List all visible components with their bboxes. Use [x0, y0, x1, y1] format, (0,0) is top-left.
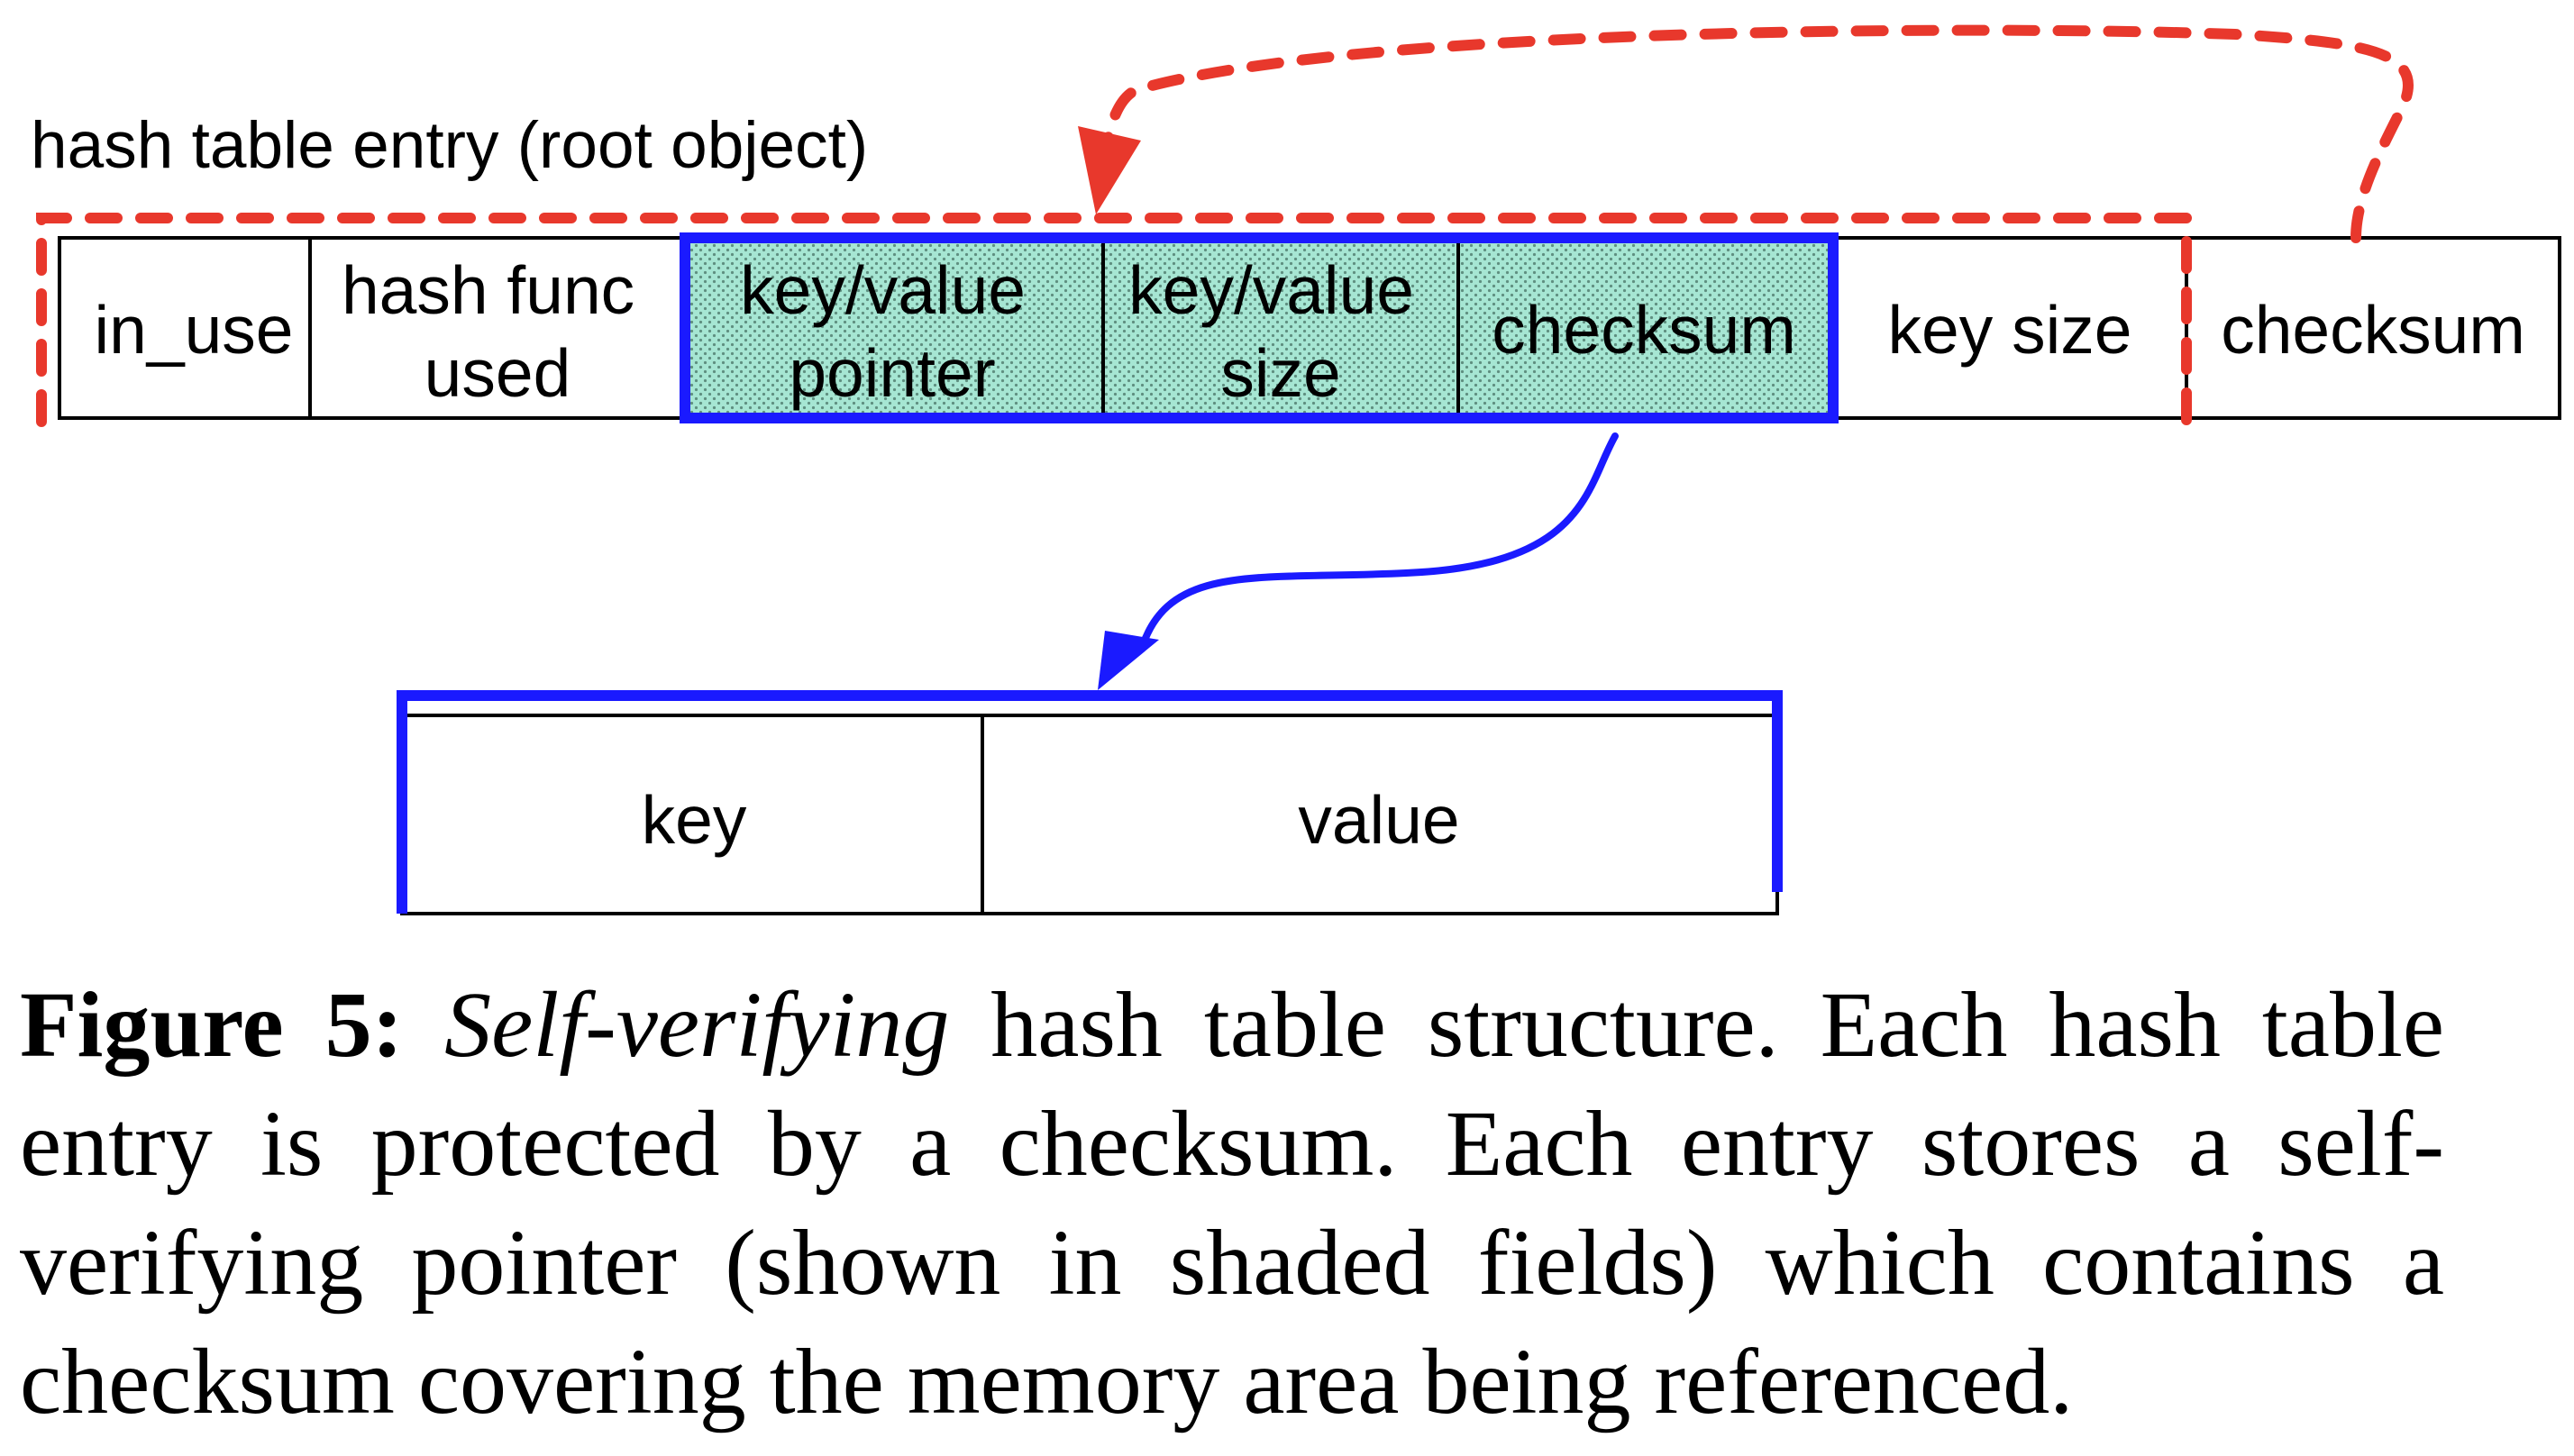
protected-region-outline [36, 213, 2192, 427]
caption-label: Figure 5: [20, 973, 404, 1077]
caption-text: hash table structure. Each hash table en… [20, 973, 2444, 1433]
key-value-object: key value [397, 690, 1783, 915]
field-key-value-pointer: key/value pointer [740, 252, 1045, 411]
diagram-title: hash table entry (root object) [31, 109, 868, 182]
key-value-object-outline [397, 690, 1783, 914]
self-verifying-pointer-outline [680, 232, 1839, 423]
key-value-row-outline [400, 714, 1779, 915]
field-hash-func-used: hash func used [342, 252, 653, 411]
field-key-value-size: key/value size [1128, 252, 1433, 411]
shaded-pointer-fields [685, 238, 1833, 418]
caption-emphasis: Self-verifying [444, 973, 950, 1077]
checksum-protection-arrowhead [1078, 126, 1141, 214]
hash-table-entry: in_use hash func used key/value pointer … [58, 236, 2561, 420]
field-in-use: in_use [94, 292, 293, 368]
field-entry-checksum: checksum [2221, 292, 2525, 368]
checksum-protection-arrow [1101, 24, 2414, 243]
field-value: value [1298, 782, 1459, 858]
pointer-reference-arrow [1139, 432, 1619, 649]
field-key-size: key size [1888, 292, 2132, 368]
figure-caption: Figure 5: Self-verifying hash table stru… [20, 966, 2444, 1442]
field-pointer-checksum: checksum [1492, 292, 1796, 368]
pointer-reference-arrowhead [1098, 631, 1159, 690]
field-key: key [642, 782, 747, 858]
